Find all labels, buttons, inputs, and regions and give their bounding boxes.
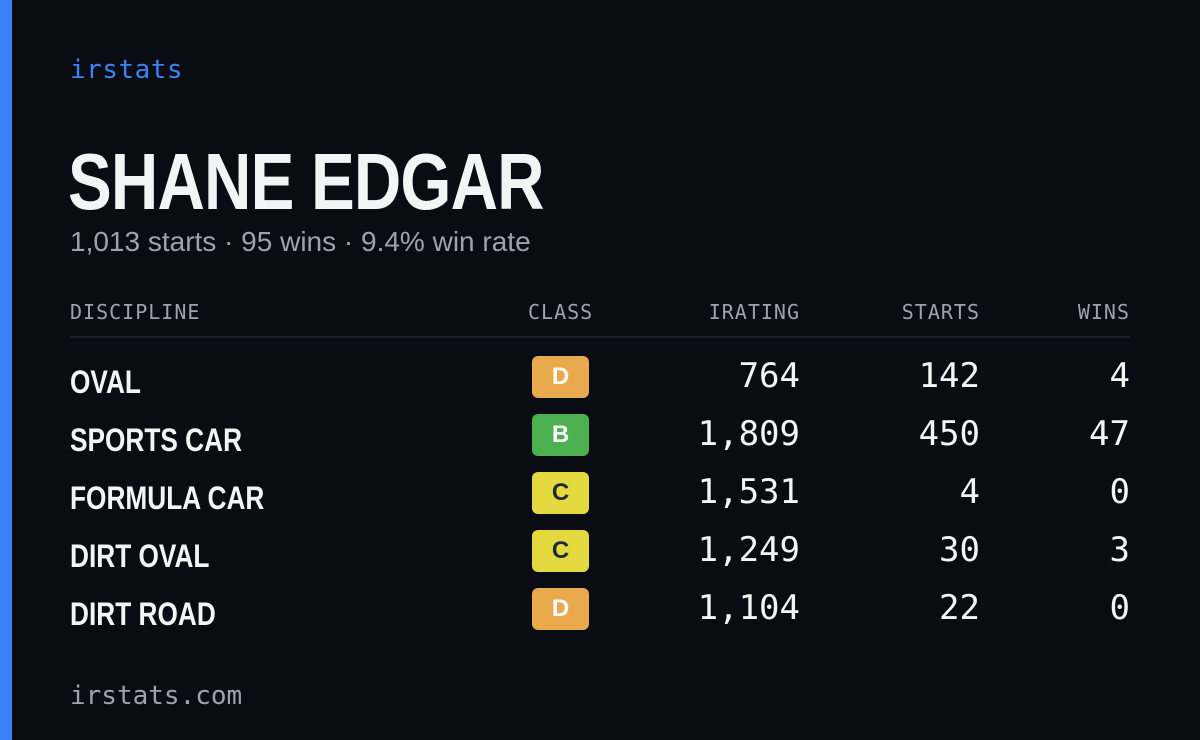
irating-value: 1,531: [698, 472, 800, 512]
wins-value: 47: [1089, 414, 1130, 454]
footer-site-link[interactable]: irstats.com: [70, 681, 242, 711]
discipline-label: OVAL: [70, 364, 141, 401]
table-row: OVAL D 764 142 4: [70, 354, 1130, 412]
class-badge: B: [532, 414, 589, 456]
class-badge: C: [532, 530, 589, 572]
wins-value: 4: [1110, 356, 1130, 396]
class-badge: D: [532, 356, 589, 398]
discipline-label: SPORTS CAR: [70, 422, 242, 459]
header-irating: IRATING: [709, 300, 800, 324]
discipline-table: DISCIPLINE CLASS IRATING STARTS WINS OVA…: [70, 296, 1130, 644]
discipline-label: FORMULA CAR: [70, 480, 264, 517]
driver-name: SHANE EDGAR: [68, 136, 544, 228]
wins-value: 3: [1110, 530, 1130, 570]
starts-value: 142: [919, 356, 980, 396]
class-badge: C: [532, 472, 589, 514]
table-row: FORMULA CAR C 1,531 4 0: [70, 470, 1130, 528]
starts-value: 4: [960, 472, 980, 512]
class-badge: D: [532, 588, 589, 630]
starts-value: 22: [939, 588, 980, 628]
wins-value: 0: [1110, 588, 1130, 628]
header-starts: STARTS: [902, 300, 980, 324]
irating-value: 764: [739, 356, 800, 396]
discipline-label: DIRT OVAL: [70, 538, 209, 575]
table-row: SPORTS CAR B 1,809 450 47: [70, 412, 1130, 470]
starts-value: 30: [939, 530, 980, 570]
irating-value: 1,104: [698, 588, 800, 628]
table-row: DIRT ROAD D 1,104 22 0: [70, 586, 1130, 644]
header-discipline: DISCIPLINE: [70, 300, 200, 324]
starts-value: 450: [919, 414, 980, 454]
table-body: OVAL D 764 142 4 SPORTS CAR B 1,809 450 …: [70, 338, 1130, 644]
brand-logo[interactable]: irstats: [70, 55, 183, 85]
irating-value: 1,249: [698, 530, 800, 570]
discipline-label: DIRT ROAD: [70, 596, 216, 633]
header-class: CLASS: [528, 300, 593, 324]
table-row: DIRT OVAL C 1,249 30 3: [70, 528, 1130, 586]
driver-summary: 1,013 starts · 95 wins · 9.4% win rate: [70, 226, 531, 258]
table-header: DISCIPLINE CLASS IRATING STARTS WINS: [70, 296, 1130, 338]
accent-bar: [0, 0, 12, 740]
header-wins: WINS: [1078, 300, 1130, 324]
wins-value: 0: [1110, 472, 1130, 512]
irating-value: 1,809: [698, 414, 800, 454]
